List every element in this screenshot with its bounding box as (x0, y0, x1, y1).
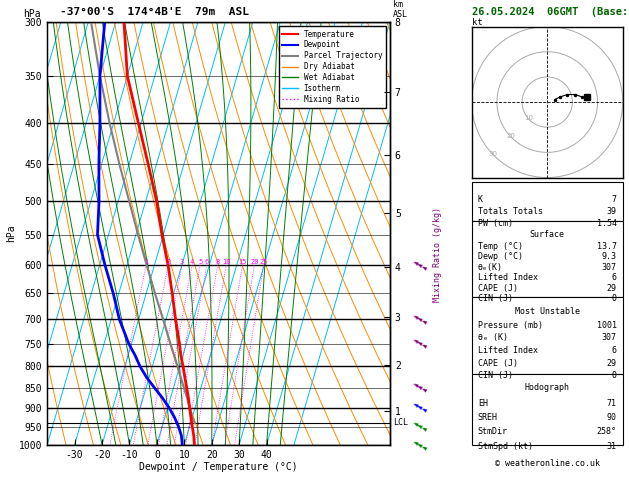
Text: 30: 30 (488, 152, 498, 157)
Text: 39: 39 (607, 207, 616, 216)
Text: © weatheronline.co.uk: © weatheronline.co.uk (495, 459, 599, 469)
Text: ◄◄◄: ◄◄◄ (412, 259, 428, 272)
Text: 8: 8 (216, 260, 220, 265)
Text: 4: 4 (190, 260, 194, 265)
Text: Pressure (mb): Pressure (mb) (478, 321, 543, 330)
Text: ◄◄◄: ◄◄◄ (412, 313, 428, 326)
Text: 31: 31 (607, 442, 616, 451)
Text: ◄◄◄: ◄◄◄ (412, 381, 428, 394)
Text: 307: 307 (602, 333, 616, 343)
Text: Most Unstable: Most Unstable (515, 307, 580, 316)
Text: 2: 2 (166, 260, 170, 265)
Text: 3: 3 (180, 260, 184, 265)
Text: 10: 10 (525, 115, 533, 121)
Text: 1: 1 (144, 260, 148, 265)
Text: -37°00'S  174°4B'E  79m  ASL: -37°00'S 174°4B'E 79m ASL (60, 7, 248, 17)
Text: hPa: hPa (23, 9, 41, 19)
Text: Mixing Ratio (g/kg): Mixing Ratio (g/kg) (433, 207, 442, 302)
Text: 10: 10 (222, 260, 231, 265)
Text: SREH: SREH (478, 413, 498, 422)
Text: 5: 5 (198, 260, 203, 265)
Text: 71: 71 (607, 399, 616, 408)
Text: 307: 307 (602, 263, 616, 272)
Y-axis label: hPa: hPa (6, 225, 16, 242)
Text: K: K (478, 194, 483, 204)
Text: Totals Totals: Totals Totals (478, 207, 543, 216)
Text: ◄◄◄: ◄◄◄ (412, 420, 428, 434)
Text: CAPE (J): CAPE (J) (478, 359, 518, 367)
Text: 6: 6 (611, 346, 616, 355)
Text: 258°: 258° (597, 428, 616, 436)
Text: 90: 90 (607, 413, 616, 422)
Text: Temp (°C): Temp (°C) (478, 242, 523, 251)
Text: StmSpd (kt): StmSpd (kt) (478, 442, 533, 451)
Text: ◄◄◄: ◄◄◄ (412, 438, 428, 451)
Text: 15: 15 (238, 260, 247, 265)
X-axis label: Dewpoint / Temperature (°C): Dewpoint / Temperature (°C) (139, 462, 298, 472)
Text: Lifted Index: Lifted Index (478, 346, 538, 355)
Text: 20: 20 (250, 260, 259, 265)
Text: θₑ (K): θₑ (K) (478, 333, 508, 343)
Text: PW (cm): PW (cm) (478, 219, 513, 228)
Text: 26.05.2024  06GMT  (Base: 18): 26.05.2024 06GMT (Base: 18) (472, 7, 629, 17)
Legend: Temperature, Dewpoint, Parcel Trajectory, Dry Adiabat, Wet Adiabat, Isotherm, Mi: Temperature, Dewpoint, Parcel Trajectory… (279, 26, 386, 108)
Text: km
ASL: km ASL (393, 0, 408, 19)
Text: 6: 6 (611, 274, 616, 282)
Text: 7: 7 (611, 194, 616, 204)
Text: 29: 29 (607, 284, 616, 293)
Text: 0: 0 (611, 371, 616, 380)
Text: 1001: 1001 (597, 321, 616, 330)
Text: CIN (J): CIN (J) (478, 295, 513, 303)
Text: 29: 29 (607, 359, 616, 367)
Text: 6: 6 (204, 260, 209, 265)
Text: 0: 0 (611, 295, 616, 303)
Text: LCL: LCL (393, 418, 408, 428)
Text: CIN (J): CIN (J) (478, 371, 513, 380)
Text: CAPE (J): CAPE (J) (478, 284, 518, 293)
Text: 9.3: 9.3 (602, 252, 616, 261)
Text: kt: kt (472, 17, 482, 27)
Text: 13.7: 13.7 (597, 242, 616, 251)
Text: Lifted Index: Lifted Index (478, 274, 538, 282)
Text: 1.54: 1.54 (597, 219, 616, 228)
Text: ◄◄◄: ◄◄◄ (412, 337, 428, 350)
Text: Surface: Surface (530, 230, 565, 239)
Text: 20: 20 (506, 133, 515, 139)
Text: Dewp (°C): Dewp (°C) (478, 252, 523, 261)
Text: StmDir: StmDir (478, 428, 508, 436)
Text: θₑ(K): θₑ(K) (478, 263, 503, 272)
Text: Hodograph: Hodograph (525, 383, 570, 392)
Text: EH: EH (478, 399, 487, 408)
Text: 25: 25 (260, 260, 268, 265)
Text: ◄◄◄: ◄◄◄ (412, 401, 428, 415)
